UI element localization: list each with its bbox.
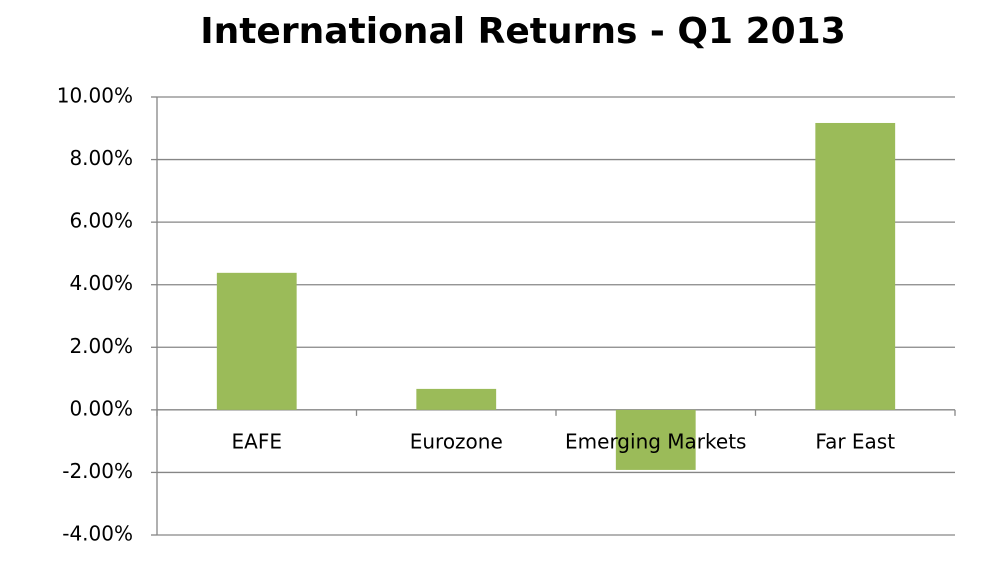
bar (216, 272, 297, 410)
y-tick-label: 6.00% (69, 209, 133, 233)
bar (615, 409, 696, 470)
y-tick-label: -2.00% (62, 459, 133, 483)
x-tick-label: Emerging Markets (565, 429, 746, 453)
y-tick-label: -4.00% (62, 522, 133, 546)
chart-title: International Returns - Q1 2013 (200, 11, 846, 52)
bar (815, 122, 896, 410)
y-tick-label: 0.00% (69, 396, 133, 420)
y-tick-label: 4.00% (69, 271, 133, 295)
bar (416, 388, 497, 410)
y-tick-label: 10.00% (57, 84, 133, 108)
x-tick-label: EAFE (232, 429, 282, 453)
y-tick-label: 2.00% (69, 334, 133, 358)
y-tick-label: 8.00% (69, 146, 133, 170)
x-tick-label: Eurozone (410, 429, 503, 453)
x-tick-label: Far East (815, 429, 895, 453)
